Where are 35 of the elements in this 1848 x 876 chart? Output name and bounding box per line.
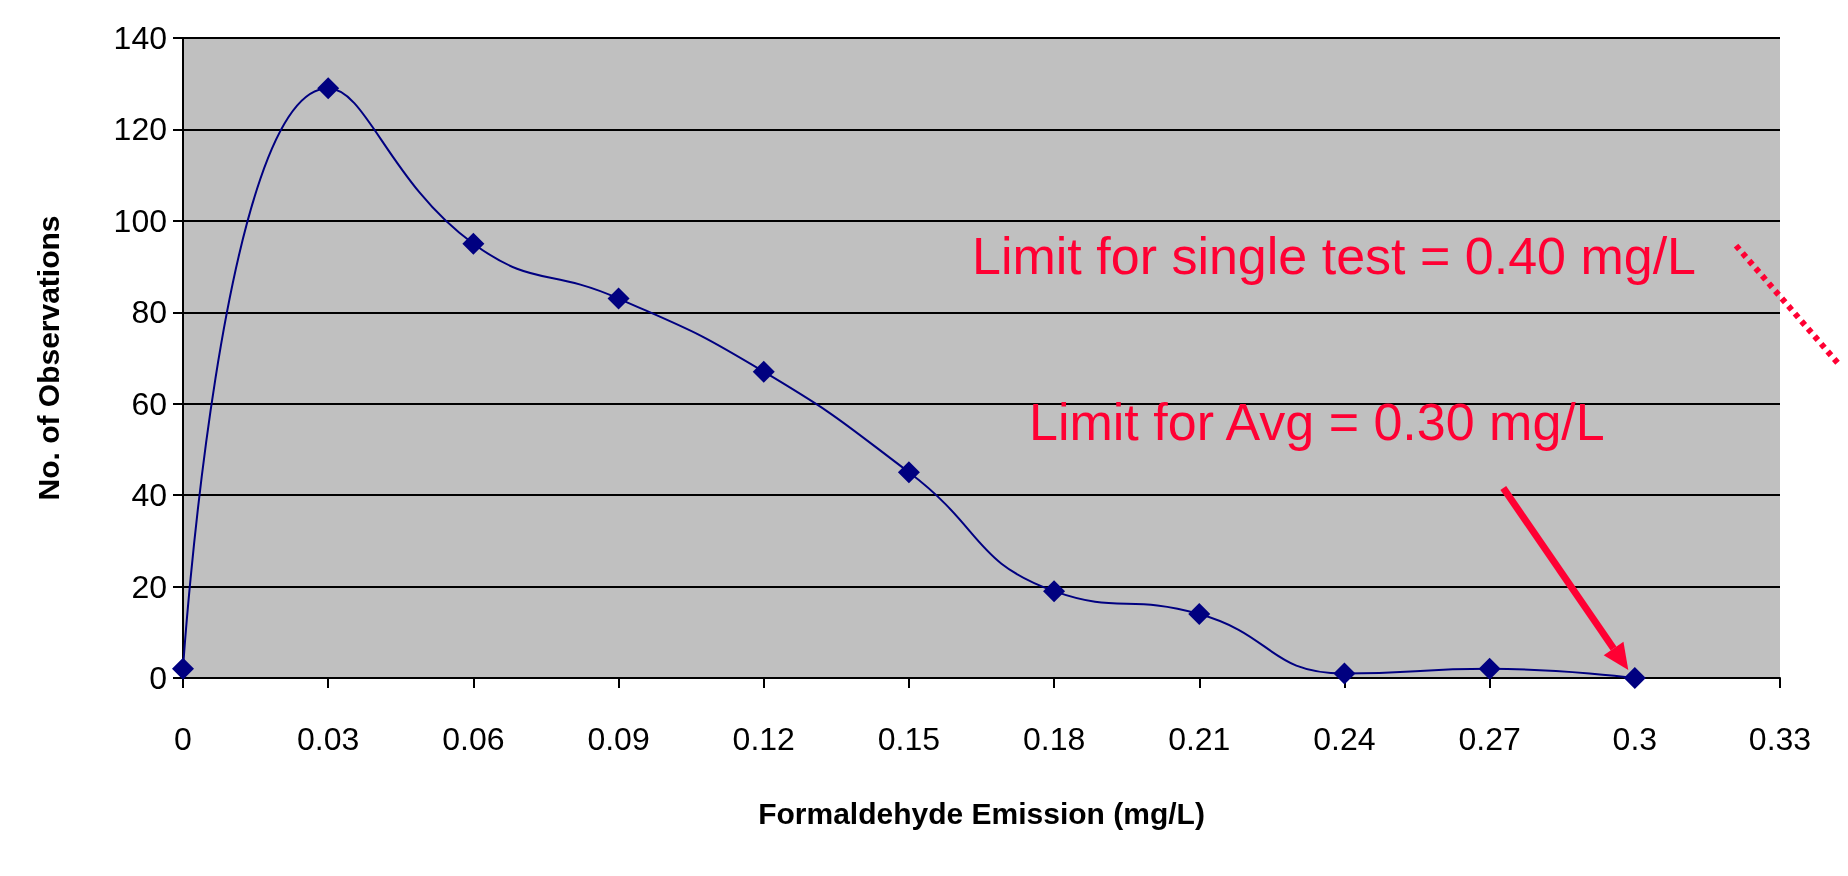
y-tick-label: 100 (113, 202, 167, 239)
point (172, 657, 194, 680)
point (1188, 603, 1211, 625)
x-tick-label: 0.18 (1022, 721, 1086, 757)
x-tick-label: 0.03 (297, 721, 360, 757)
y-tick-label: 20 (131, 568, 167, 605)
x-tick-label: 0.33 (1748, 721, 1812, 757)
x-axis-title: Formaldehyde Emission (mg/L) (758, 796, 1205, 830)
x-tick-label: 0.12 (732, 721, 795, 757)
y-axis-title: No. of Observations (31, 215, 65, 501)
point (1623, 667, 1646, 689)
x-tick-label: 0.06 (442, 721, 505, 757)
annotation: Limit for Avg = 0.30 mg/L (1029, 393, 1605, 451)
y-tick-label: 40 (131, 477, 167, 514)
point (897, 461, 920, 484)
y-tick-label: 80 (131, 294, 167, 331)
point (752, 360, 775, 383)
point (1043, 580, 1066, 603)
x-tick-label: 0.27 (1458, 721, 1521, 757)
y-tick-label: 140 (113, 20, 167, 56)
x-tick-label: 0.15 (877, 721, 941, 757)
point (317, 77, 340, 100)
y-tick-label: 120 (113, 111, 167, 148)
point (462, 232, 485, 255)
x-tick-label: 0.09 (587, 721, 650, 757)
point (1478, 657, 1501, 680)
x-tick-label: 0 (174, 721, 192, 757)
point (607, 287, 630, 310)
y-tick-label: 60 (131, 385, 167, 422)
x-tick-label: 0.21 (1168, 721, 1231, 757)
x-tick-label: 0.24 (1313, 721, 1376, 757)
y-tick-label: 0 (149, 660, 167, 696)
x-tick-label: 0.3 (1612, 721, 1658, 757)
point (1333, 662, 1356, 685)
annotation: Limit for single test = 0.40 mg/L (972, 226, 1697, 285)
